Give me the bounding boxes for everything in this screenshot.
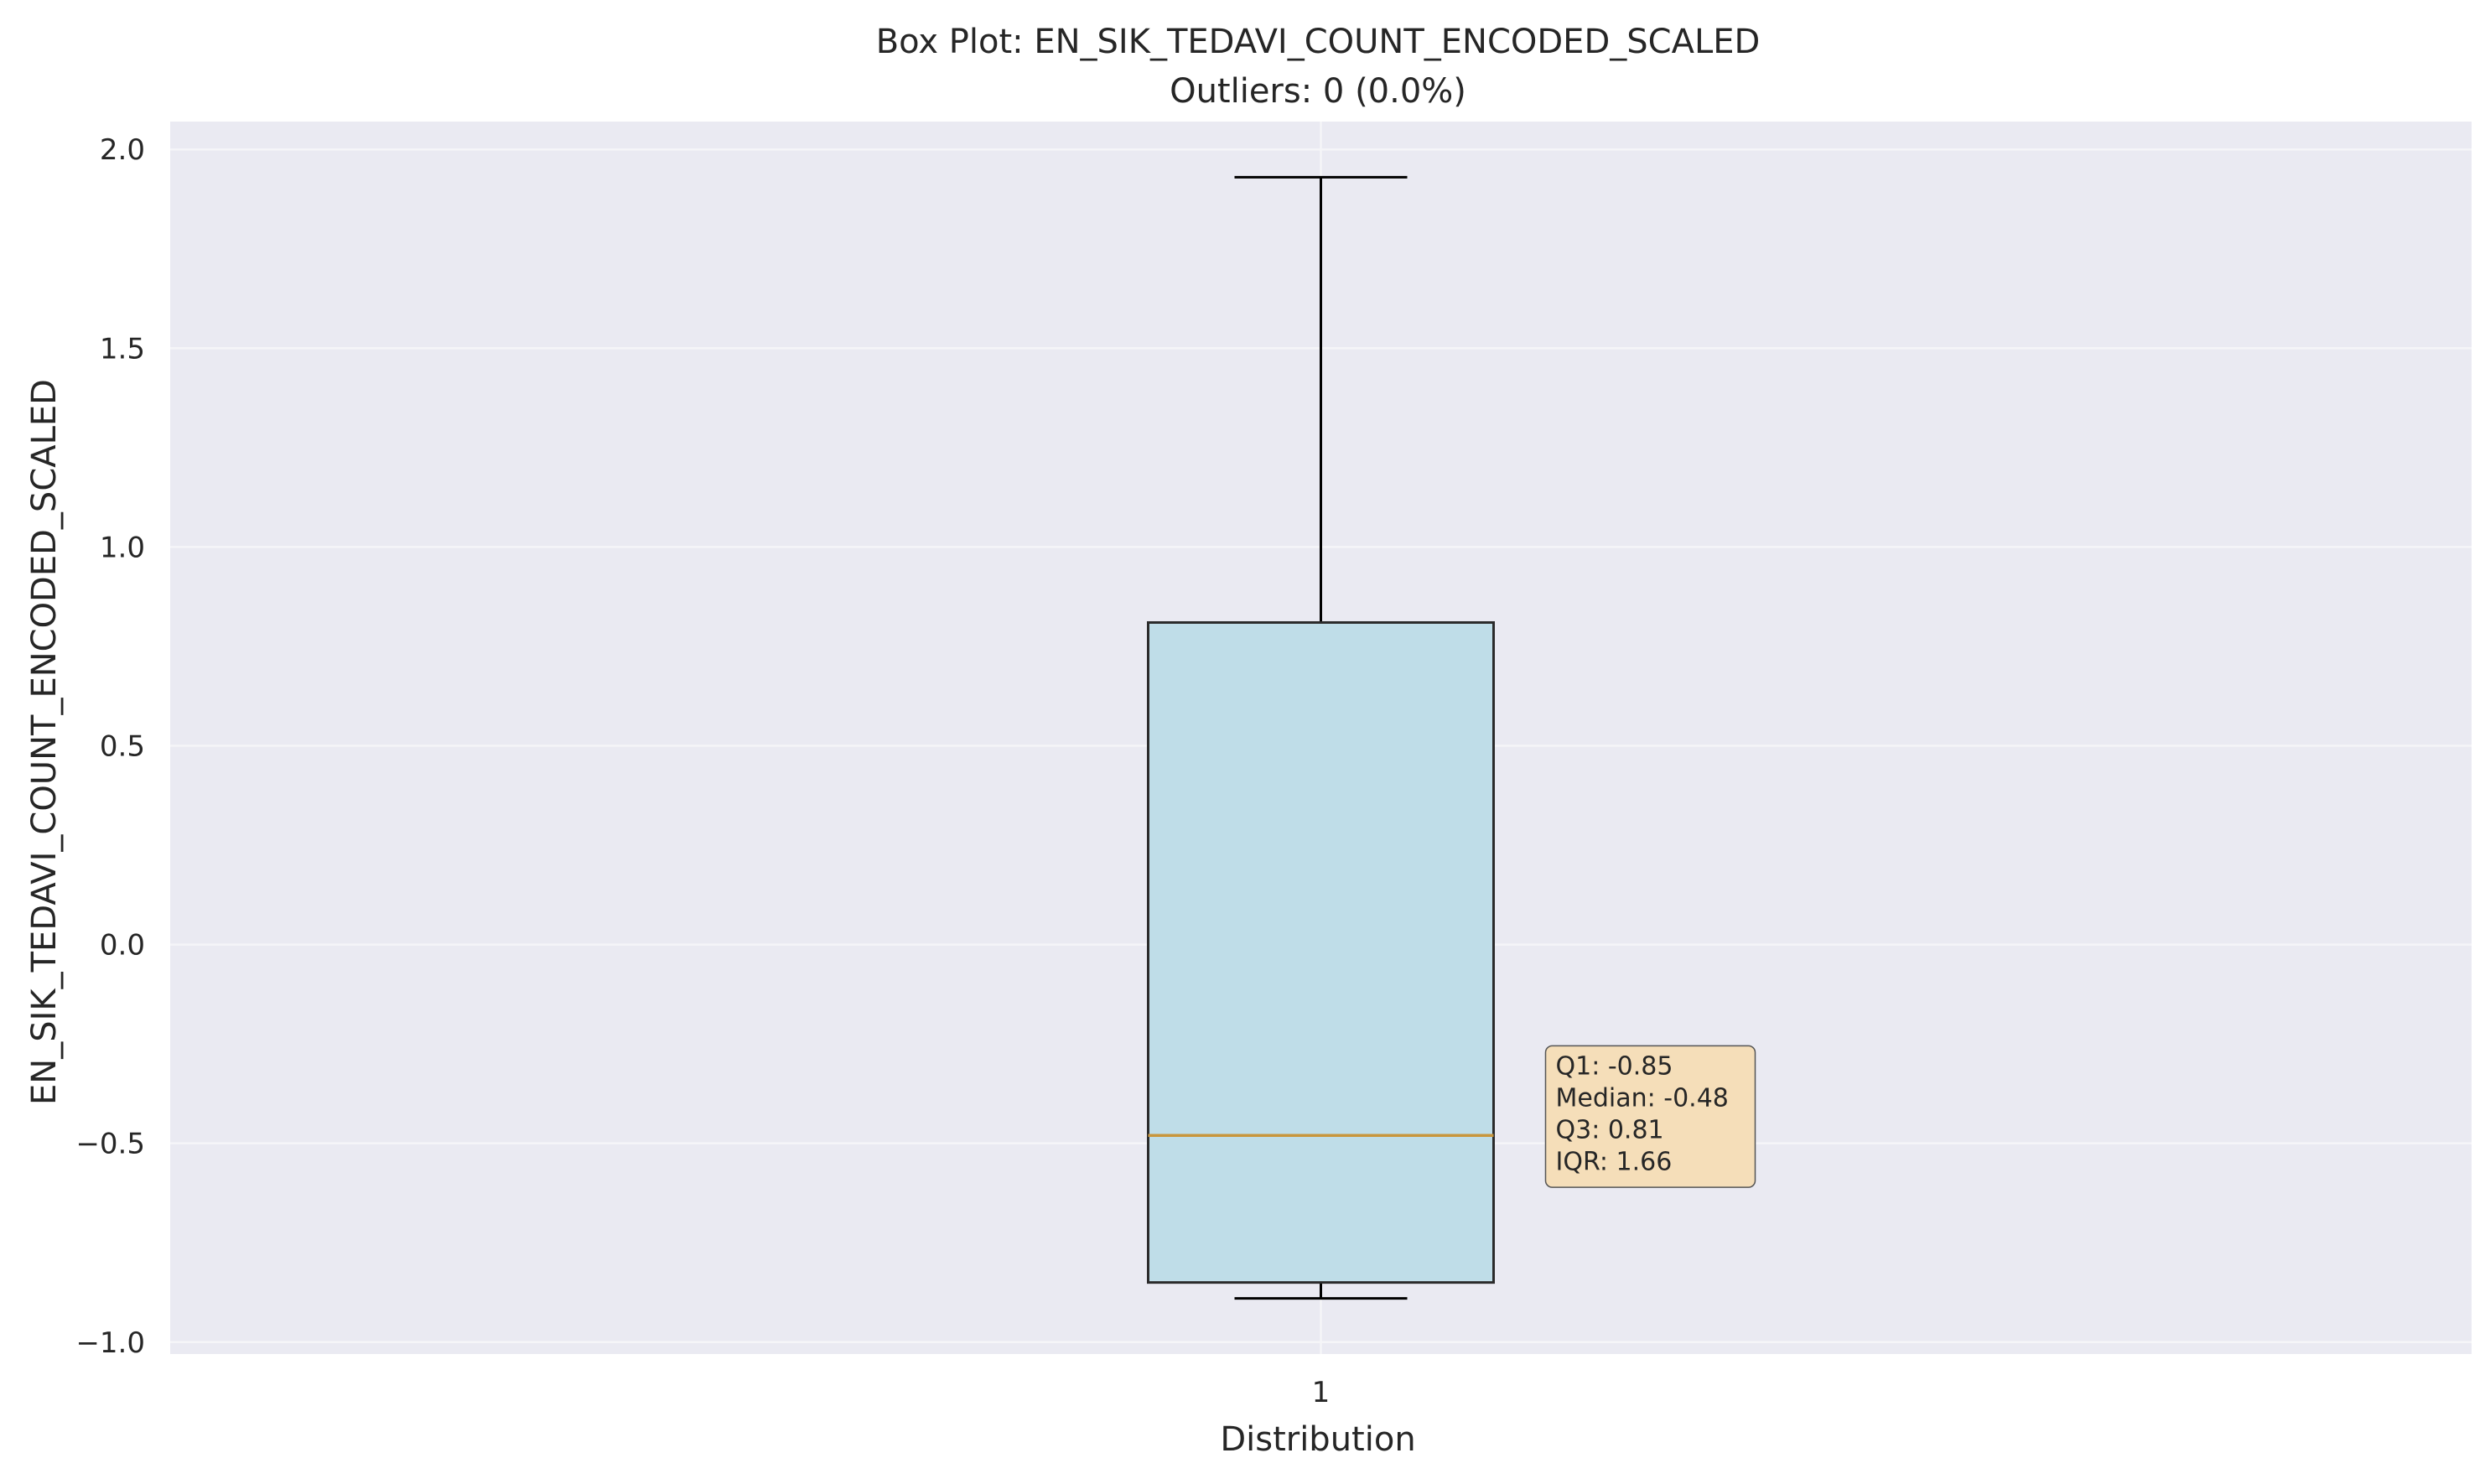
stats-iqr-text: IQR: 1.66	[1556, 1147, 1673, 1176]
y-axis-ticks: 2.0 1.5 1.0 0.5 0.0 −0.5 −1.0	[75, 133, 145, 1360]
stats-annotation-box	[1544, 1045, 1756, 1188]
y-tick-label: −0.5	[75, 1128, 145, 1161]
y-tick-label: 0.5	[100, 729, 145, 763]
box-series	[1147, 175, 1495, 1300]
stats-annotation: Q1: -0.85 Median: -0.48 Q3: 0.81 IQR: 1.…	[1544, 1045, 1756, 1188]
y-tick-label: 2.0	[100, 133, 145, 167]
chart-title: Box Plot: EN_SIK_TEDAVI_COUNT_ENCODED_SC…	[876, 23, 1761, 61]
x-axis-ticks: 1	[1312, 1376, 1331, 1409]
iqr-box	[1147, 620, 1495, 1284]
stats-q3-text: Q3: 0.81	[1556, 1115, 1664, 1144]
y-tick-label: −1.0	[75, 1326, 145, 1360]
y-axis-label: EN_SIK_TEDAVI_COUNT_ENCODED_SCALED	[25, 379, 64, 1105]
y-tick-label: 1.0	[100, 531, 145, 564]
stats-median-text: Median: -0.48	[1556, 1083, 1729, 1113]
chart-subtitle: Outliers: 0 (0.0%)	[1170, 72, 1466, 111]
x-axis-label: Distribution	[1220, 1420, 1415, 1459]
y-tick-label: 1.5	[100, 332, 145, 366]
x-tick-label: 1	[1312, 1376, 1331, 1409]
y-tick-label: 0.0	[100, 929, 145, 963]
stats-q1-text: Q1: -0.85	[1556, 1051, 1673, 1081]
